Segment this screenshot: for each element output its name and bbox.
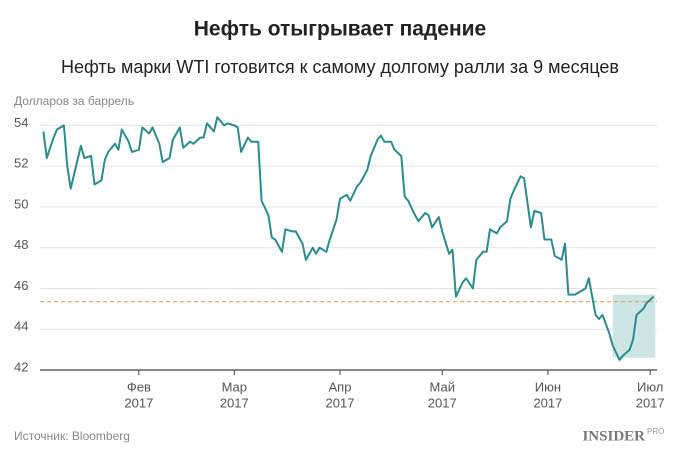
logo: INSIDER — [582, 428, 645, 444]
y-tick-label: 52 — [14, 156, 28, 171]
chart-subtitle: Нефть марки WTI готовится к самому долго… — [61, 57, 619, 77]
source: Источник: Bloomberg — [14, 429, 130, 443]
x-tick-label: 2017 — [533, 395, 562, 410]
x-tick-label: 2017 — [636, 395, 665, 410]
x-tick-label: Апр — [329, 379, 352, 394]
line — [42, 116, 655, 361]
y-tick-label: 54 — [14, 115, 28, 130]
y-tick-label: 50 — [14, 196, 28, 211]
x-tick-label: Мар — [222, 379, 247, 394]
chart-title: Нефть отыгрывает падение — [194, 18, 486, 41]
x-tick-label: Июл — [637, 379, 663, 394]
x-tick-label: 2017 — [428, 395, 457, 410]
x-tick-label: 2017 — [124, 395, 153, 410]
logo-suffix: PRO — [647, 427, 664, 436]
y-tick-label: 48 — [14, 237, 28, 252]
y-tick-label: 42 — [14, 359, 28, 374]
x-tick-label: Фев — [127, 379, 151, 394]
y-tick-label: 44 — [14, 319, 28, 334]
x-tick-label: Май — [430, 379, 455, 394]
x-tick-label: 2017 — [220, 395, 249, 410]
x-tick-label: 2017 — [326, 395, 355, 410]
y-tick-label: 46 — [14, 278, 28, 293]
x-tick-label: Июн — [535, 379, 561, 394]
y-axis-label: Долларов за баррель — [14, 94, 134, 108]
